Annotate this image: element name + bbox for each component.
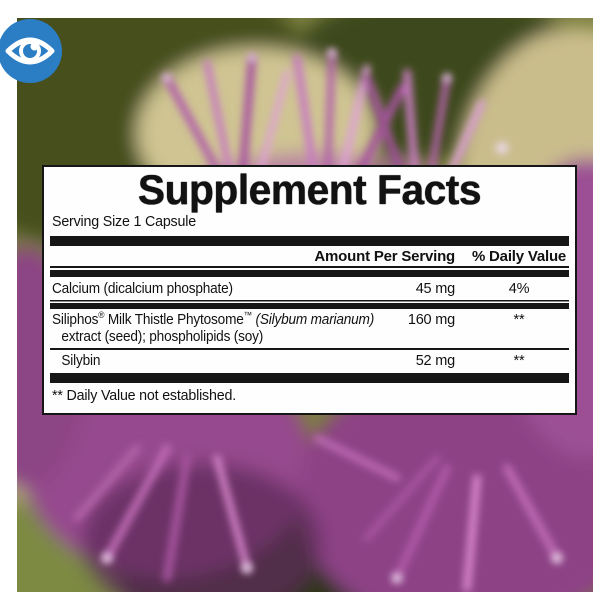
daily-value-column-header: % Daily Value [471, 248, 567, 265]
botanical-name: (Silybum marianum) [251, 312, 375, 328]
table-row-siliphos-continuation: extract (seed); phospholipids (soy) [44, 329, 575, 346]
header-spacer [52, 248, 314, 265]
divider-header [50, 266, 569, 277]
eye-icon[interactable] [0, 18, 63, 84]
serving-size: Serving Size 1 Capsule [52, 213, 196, 230]
table-row-calcium: Calcium (dicalcium phosphate) 45 mg 4% [44, 281, 575, 298]
table-row-siliphos: Siliphos® Milk Thistle Phytosome™ (Silyb… [44, 310, 575, 329]
table-row-silybin: Silybin 52 mg ** [44, 353, 575, 370]
supplement-facts-panel: Supplement Facts Serving Size 1 Capsule … [42, 165, 577, 415]
divider-thick-top [50, 236, 569, 246]
divider-thin [50, 348, 569, 350]
amount-column-header: Amount Per Serving [314, 248, 455, 265]
daily-value: ** [513, 312, 525, 328]
amount-value: 52 mg [415, 353, 456, 369]
nutrient-name: Calcium (dicalcium phosphate) [52, 281, 233, 297]
nutrient-name: Siliphos® Milk Thistle Phytosome™ (Silyb… [52, 310, 375, 328]
daily-value: ** [513, 353, 525, 369]
registered-mark: ® [98, 310, 105, 321]
daily-value: 4% [508, 281, 530, 297]
divider-thick-bottom [50, 373, 569, 383]
nutrient-name: Silybin [61, 353, 101, 369]
divider-mid [50, 300, 569, 309]
nutrient-name-continued: extract (seed); phospholipids (soy) [61, 329, 264, 345]
amount-value: 160 mg [407, 312, 455, 328]
trademark-mark: ™ [243, 310, 252, 321]
panel-title: Supplement Facts [137, 166, 482, 213]
daily-value-footnote: ** Daily Value not established. [52, 387, 236, 404]
column-header-row: Amount Per Serving % Daily Value [44, 248, 575, 265]
amount-value: 45 mg [415, 281, 456, 297]
